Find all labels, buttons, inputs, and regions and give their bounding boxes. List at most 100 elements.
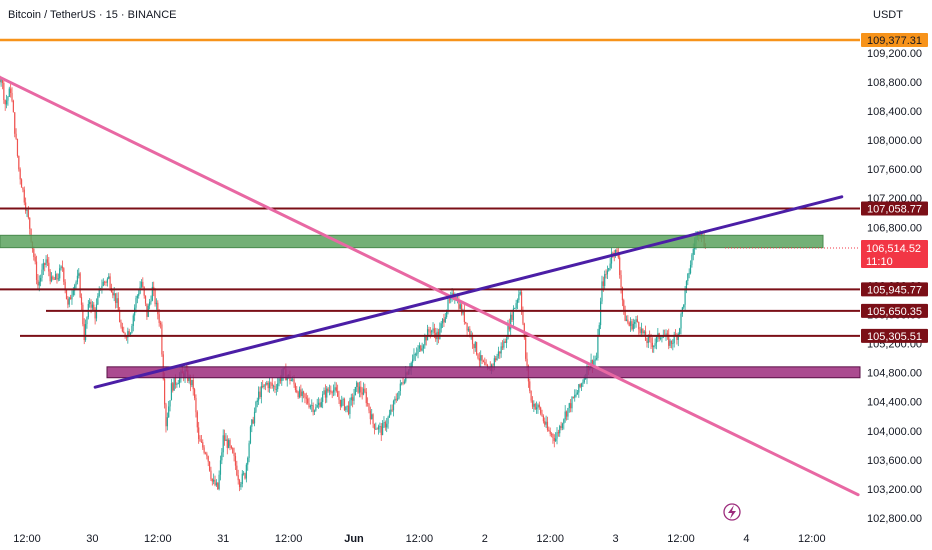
candle-body (520, 292, 523, 311)
candle-body (625, 319, 628, 321)
candle-body (534, 403, 536, 410)
candle-body (266, 382, 268, 385)
candle-body (380, 426, 382, 436)
candle-body (316, 405, 318, 408)
candle-body (63, 268, 65, 282)
candle-body (218, 474, 220, 490)
candle-body (522, 310, 524, 324)
candle-body (297, 392, 299, 398)
candle-body (515, 303, 517, 309)
candle-body (168, 406, 170, 418)
candle-body (556, 432, 558, 439)
candle-body (364, 388, 366, 392)
candle-body (228, 440, 230, 448)
trendlines-layer (0, 75, 860, 497)
candle-body (429, 331, 431, 333)
candle-body (516, 300, 519, 304)
candle-body (572, 397, 574, 398)
candle-body (12, 100, 14, 113)
candle-body (131, 326, 133, 333)
candle-body (384, 422, 386, 428)
candle-body (672, 343, 674, 345)
candle-body (395, 398, 397, 400)
candle-body (582, 382, 584, 384)
candle-body (258, 391, 260, 401)
time-tick-label: 12:00 (275, 533, 303, 545)
candle-body (37, 279, 39, 286)
time-axis[interactable]: 12:00 30 12:00 31 12:00 Jun 12:00 2 12:00 3 12:00 4… (13, 533, 825, 545)
candle-body (428, 329, 430, 332)
candle-body (72, 290, 74, 295)
time-tick-label: 12:00 (536, 533, 564, 545)
candle-body (403, 381, 406, 384)
candle-body (555, 438, 557, 442)
candle-body (542, 416, 544, 422)
candle-body (383, 422, 385, 424)
candle-body (270, 382, 272, 384)
candle-body (313, 410, 316, 412)
candle-body (421, 348, 423, 351)
candle-body (105, 282, 107, 284)
candle-body (262, 386, 264, 388)
candle-body (293, 379, 295, 385)
candle-body (601, 281, 603, 302)
candle-body (41, 269, 43, 278)
candle-body (8, 88, 10, 97)
candle-body (345, 406, 347, 411)
candle-body (140, 281, 143, 287)
candle-body (22, 187, 24, 190)
candle-body (432, 328, 434, 331)
candle-body (56, 274, 58, 280)
candle-body (492, 364, 494, 366)
time-tick-label: 12:00 (13, 533, 41, 545)
candle-body (538, 404, 540, 408)
candle-body (18, 155, 20, 170)
candle-body (91, 304, 93, 308)
candle-body (413, 354, 415, 360)
candle-body (571, 397, 573, 409)
candle-body (458, 298, 460, 309)
candle-body (387, 417, 389, 424)
candle-body (23, 189, 25, 203)
candle-body (309, 405, 311, 408)
candle-body (503, 341, 505, 348)
candle-body (493, 358, 495, 366)
candle-body (219, 460, 222, 475)
candle-body (478, 358, 480, 361)
candle-body (90, 301, 92, 308)
candle-body (616, 249, 618, 252)
candle-body (102, 281, 104, 286)
candle-body (123, 331, 125, 334)
candle-body (286, 376, 288, 381)
candle-body (477, 354, 479, 359)
candle-body (346, 405, 348, 407)
candle-body (580, 383, 583, 387)
zones-layer (0, 234, 861, 379)
candle-body (549, 430, 551, 434)
candle-body (34, 257, 36, 262)
flash-icon[interactable] (723, 503, 741, 521)
candle-body (563, 419, 565, 424)
candle-body (339, 399, 341, 407)
candle-body (531, 400, 534, 407)
candle-body (50, 276, 53, 282)
candle-body (206, 453, 208, 457)
candle-body (204, 452, 207, 454)
candle-body (643, 331, 645, 334)
level-badge-text: 105,650.35 (867, 306, 922, 318)
candle-body (511, 314, 513, 320)
candle-body (360, 386, 362, 393)
level-badge-4 (861, 328, 928, 343)
price-tick-label: 107,600.00 (867, 164, 922, 176)
candle-body (497, 351, 500, 356)
candle-body (98, 288, 100, 297)
candle-body (392, 400, 395, 411)
candle-body (576, 392, 579, 395)
candle-body (394, 398, 396, 401)
candle-body (670, 340, 673, 344)
candle-body (159, 322, 162, 325)
candle-body (217, 482, 219, 490)
candle-body (172, 383, 174, 391)
candle-body (469, 328, 471, 336)
